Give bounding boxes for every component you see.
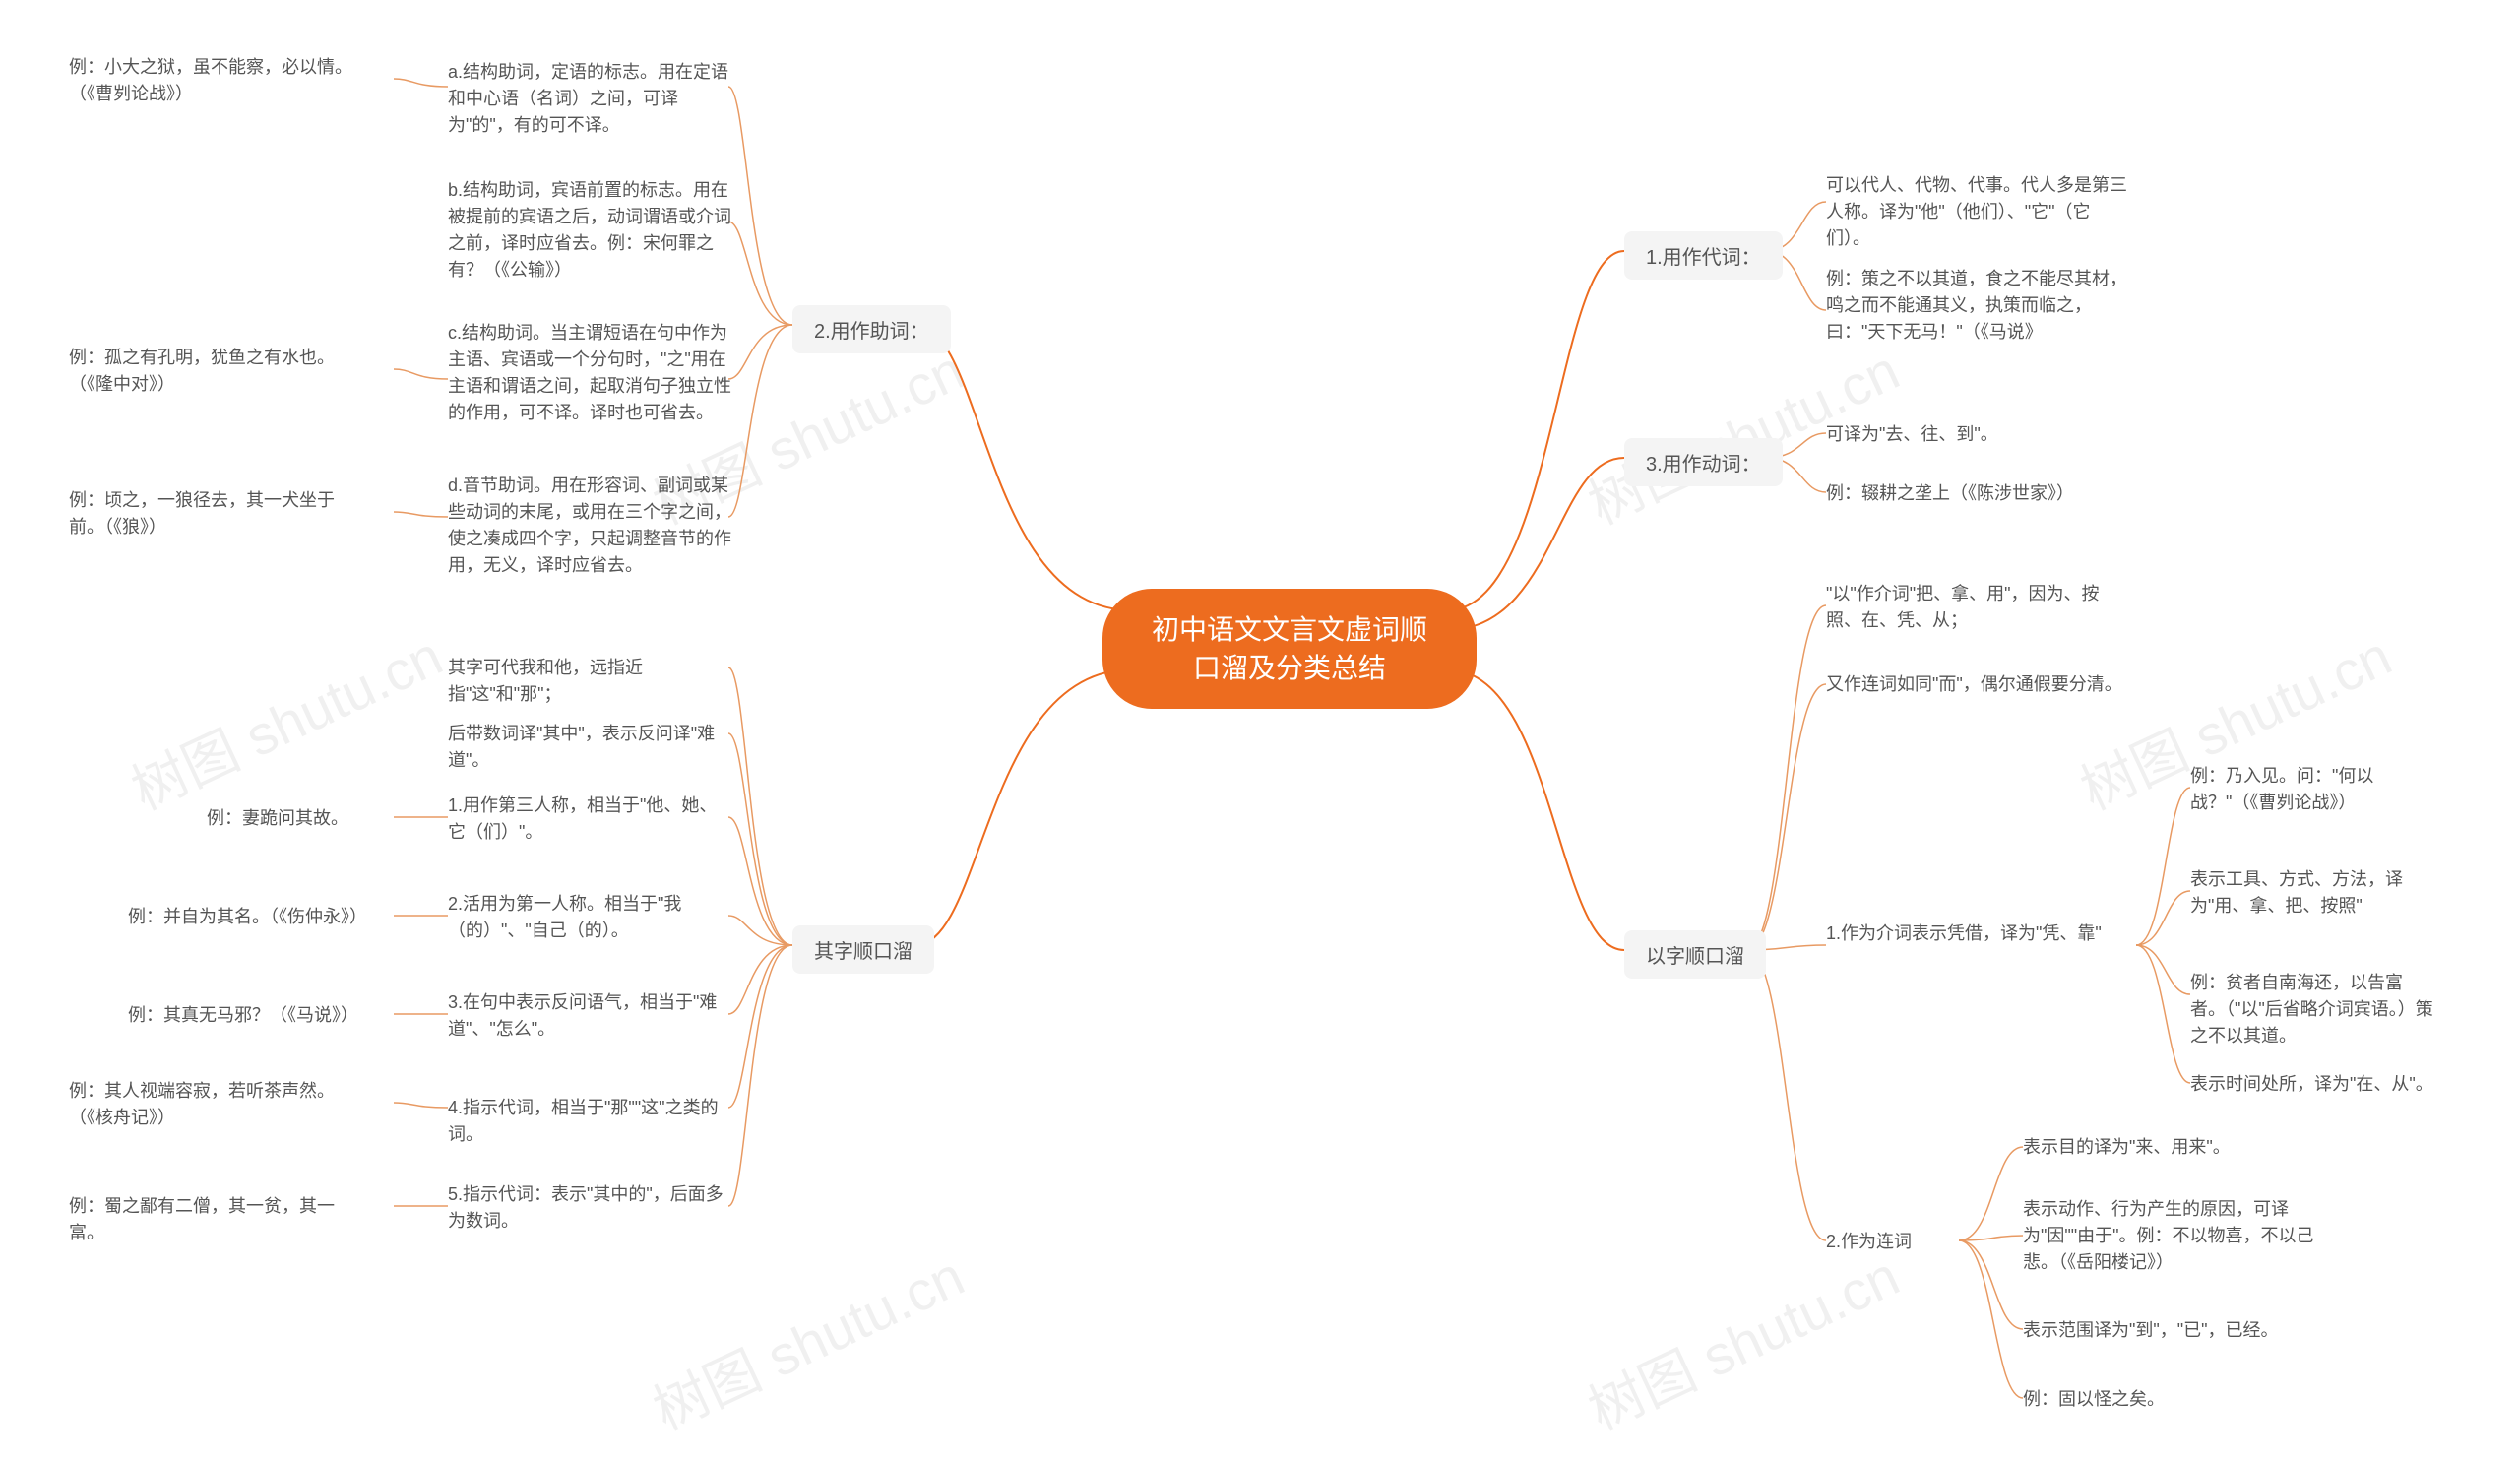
node-zhuci: 2.用作助词：: [792, 305, 951, 353]
leaf-q7: 5.指示代词：表示"其中的"，后面多为数词。: [448, 1181, 733, 1235]
node-qizi: 其字顺口溜: [792, 925, 934, 974]
watermark: 树图 shutu.cn: [1574, 1233, 1911, 1446]
leaf-s1c2: 表示工具、方式、方法，译为"用、拿、把、按照": [2190, 866, 2436, 920]
example-c: 例：孤之有孔明，犹鱼之有水也。（《隆中对》）: [69, 345, 364, 398]
leaf-s1: 1.作为介词表示凭借，译为"凭、靠": [1826, 921, 2131, 947]
example-q3: 例：妻跪问其故。: [207, 805, 384, 832]
leaf-c: c.结构助词。当主谓短语在句中作为主语、宾语或一个分句时，"之"用在主语和谓语之…: [448, 320, 733, 426]
leaf-r2a: 可译为"去、往、到"。: [1826, 421, 2111, 448]
leaf-q4: 2.活用为第一人称。相当于"我（的）"、"自己（的）。: [448, 891, 733, 944]
leaf-s2c2: 表示动作、行为产生的原因，可译为"因""由于"。例：不以物喜，不以己悲。（《岳阳…: [2023, 1196, 2328, 1276]
example-q5: 例：其真无马邪？（《马说》）: [128, 1002, 384, 1029]
node-dongci: 3.用作动词：: [1624, 438, 1783, 486]
leaf-q1: 其字可代我和他，远指近指"这"和"那"；: [448, 655, 733, 708]
leaf-a: a.结构助词，定语的标志。用在定语和中心语（名词）之间，可译为"的"，有的可不译…: [448, 59, 733, 139]
leaf-s2c1: 表示目的译为"来、用来"。: [2023, 1134, 2328, 1161]
leaf-b: b.结构助词，宾语前置的标志。用在被提前的宾语之后，动词谓语或介词之前，译时应省…: [448, 177, 733, 284]
example-q4: 例：并自为其名。（《伤仲永》）: [128, 904, 384, 930]
example-a: 例：小大之狱，虽不能察，必以情。（《曹刿论战》）: [69, 54, 364, 107]
leaf-q3: 1.用作第三人称，相当于"他、她、它（们）"。: [448, 793, 733, 846]
leaf-r1b: 例：策之不以其道，食之不能尽其材，鸣之而不能通其义，执策而临之，曰："天下无马！…: [1826, 266, 2131, 346]
node-yizi: 以字顺口溜: [1624, 930, 1766, 979]
leaf-q5: 3.在句中表示反问语气，相当于"难道"、"怎么"。: [448, 989, 733, 1043]
mindmap-center: 初中语文文言文虚词顺口溜及分类总结: [1102, 589, 1477, 709]
watermark: 树图 shutu.cn: [639, 1233, 976, 1446]
leaf-q6: 4.指示代词，相当于"那""这"之类的词。: [448, 1095, 733, 1148]
example-q6: 例：其人视端容寂，若听茶声然。（《核舟记》）: [69, 1078, 364, 1131]
leaf-d: d.音节助词。用在形容词、副词或某些动词的末尾，或用在三个字之间，使之凑成四个字…: [448, 473, 733, 579]
leaf-intro2: 又作连词如同"而"，偶尔通假要分清。: [1826, 671, 2131, 698]
leaf-s2c4: 例：固以怪之矣。: [2023, 1386, 2328, 1413]
leaf-intro1: "以"作介词"把、拿、用"，因为、按照、在、凭、从；: [1826, 581, 2131, 634]
example-q7: 例：蜀之鄙有二僧，其一贫，其一富。: [69, 1193, 364, 1246]
leaf-s1c1: 例：乃入见。问："何以战？"（《曹刿论战》）: [2190, 763, 2436, 816]
leaf-r1a: 可以代人、代物、代事。代人多是第三人称。译为"他"（他们）、"它"（它们）。: [1826, 172, 2131, 252]
example-d: 例：顷之，一狼径去，其一犬坐于前。（《狼》）: [69, 487, 364, 540]
node-daici: 1.用作代词：: [1624, 231, 1783, 280]
leaf-s1c3: 例：贫者自南海还，以告富者。（"以"后省略介词宾语。）策之不以其道。: [2190, 970, 2436, 1049]
leaf-s1c4: 表示时间处所，译为"在、从"。: [2190, 1071, 2436, 1098]
leaf-q2: 后带数词译"其中"，表示反问译"难道"。: [448, 721, 733, 774]
leaf-s2c3: 表示范围译为"到"，"已"，已经。: [2023, 1317, 2328, 1344]
leaf-r2b: 例：辍耕之垄上（《陈涉世家》）: [1826, 480, 2111, 507]
watermark: 树图 shutu.cn: [117, 612, 454, 826]
leaf-s2: 2.作为连词: [1826, 1229, 1954, 1255]
